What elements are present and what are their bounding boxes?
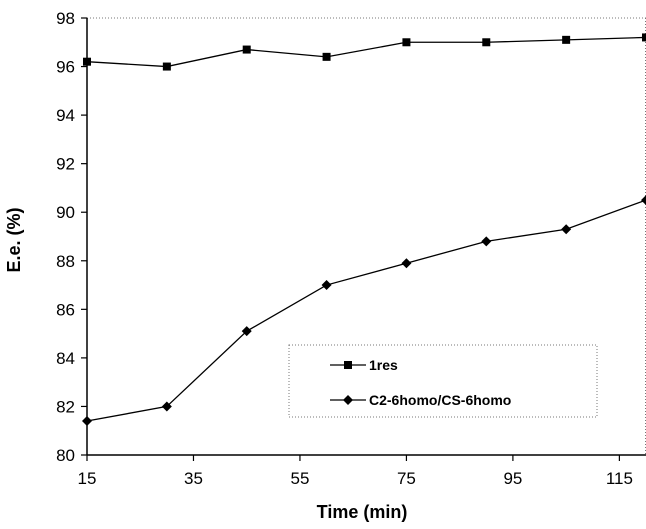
y-axis-title: E.e. (%) <box>4 207 24 272</box>
y-tick-label: 94 <box>56 106 75 125</box>
series-line-2 <box>86 199 646 422</box>
y-tick-label: 98 <box>56 9 75 28</box>
x-tick-label: 75 <box>397 469 416 488</box>
y-tick-label: 86 <box>56 300 75 319</box>
x-tick-label: 35 <box>184 469 203 488</box>
square-marker <box>242 45 251 54</box>
y-tick-label: 90 <box>56 203 75 222</box>
square-marker <box>322 52 331 61</box>
square-marker <box>642 33 646 42</box>
y-tick-label: 88 <box>56 252 75 271</box>
x-tick-label: 15 <box>78 469 97 488</box>
legend-label-1: 1res <box>369 357 398 373</box>
series-line-1 <box>86 36 646 68</box>
legend-diamond-marker <box>343 395 353 405</box>
diamond-marker <box>82 416 92 427</box>
diamond-marker <box>241 326 252 337</box>
y-tick-label: 92 <box>56 155 75 174</box>
diamond-marker <box>161 401 172 412</box>
x-tick-label: 115 <box>606 469 633 488</box>
x-axis-title: Time (min) <box>317 502 408 522</box>
diamond-marker <box>321 280 332 291</box>
diamond-marker <box>561 224 572 235</box>
square-marker <box>162 62 171 71</box>
diamond-marker <box>481 236 492 247</box>
y-tick-label: 84 <box>56 349 75 368</box>
legend-box <box>288 344 598 418</box>
y-tick-label: 96 <box>56 58 75 77</box>
square-marker <box>562 35 571 44</box>
x-tick-label: 95 <box>503 469 522 488</box>
legend-square-marker <box>344 361 352 369</box>
square-marker <box>402 38 411 47</box>
square-marker <box>83 57 91 66</box>
diamond-marker <box>641 195 646 206</box>
diamond-marker <box>401 258 412 269</box>
y-tick-label: 80 <box>56 446 75 465</box>
plot-area: 80 82 84 86 88 90 92 94 96 98 15 35 55 75 95 115 1res C2-… <box>56 9 646 488</box>
y-tick-label: 82 <box>56 397 75 416</box>
legend-label-2: C2-6homo/CS-6homo <box>369 392 511 408</box>
x-tick-label: 55 <box>290 469 309 488</box>
square-marker <box>482 38 491 47</box>
